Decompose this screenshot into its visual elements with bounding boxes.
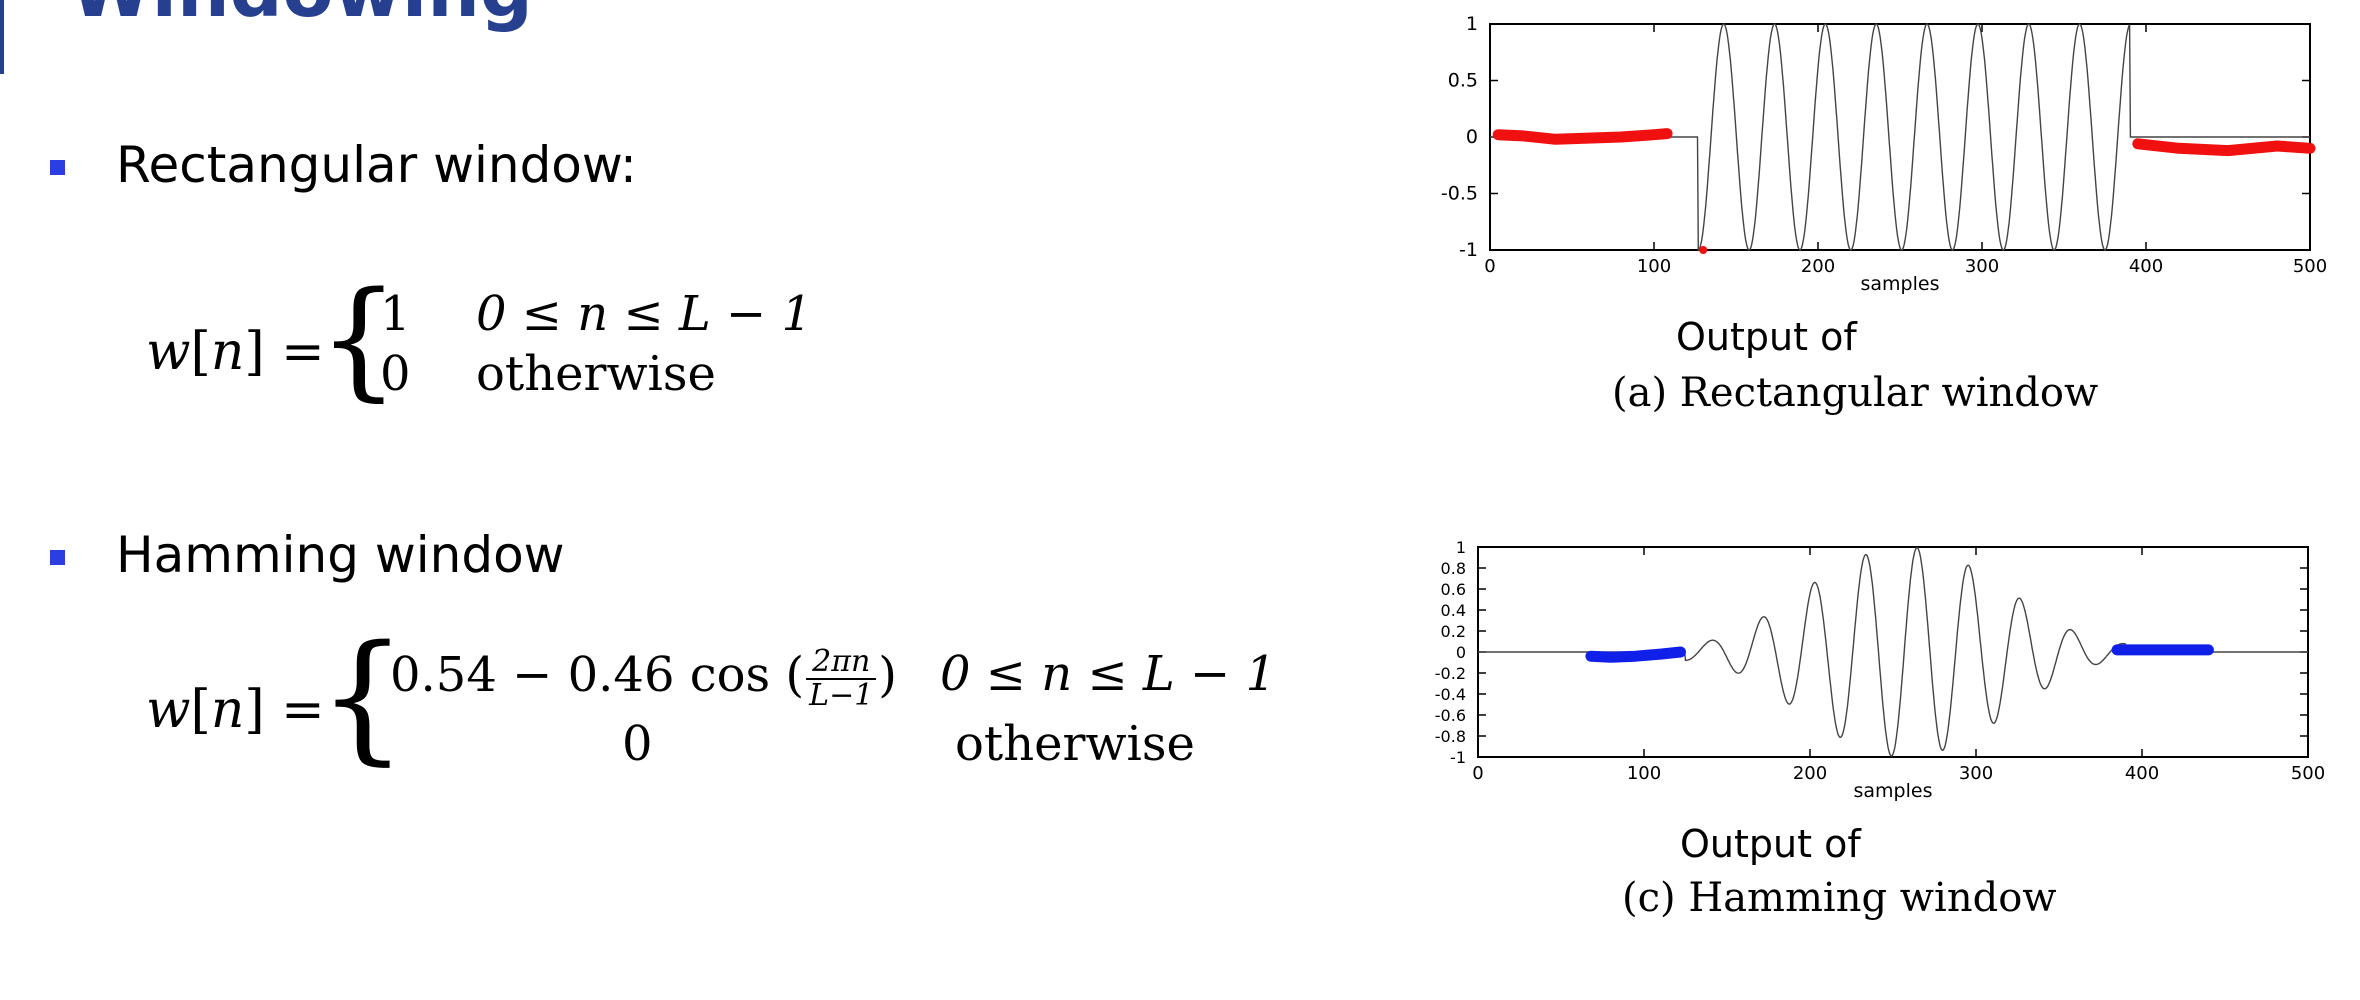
y-tick-label: 0.6	[1441, 580, 1466, 599]
x-tick-label: 100	[1637, 256, 1671, 277]
y-tick-label: 0	[1456, 643, 1466, 662]
x-tick-label: 100	[1627, 763, 1661, 784]
y-tick-label: 0.5	[1448, 70, 1478, 92]
bullet-rectangular-label: Rectangular window:	[116, 136, 637, 194]
x-tick-label: 300	[1959, 763, 1993, 784]
y-tick-label: 0.8	[1441, 559, 1466, 578]
y-tick-label: -0.4	[1435, 685, 1466, 704]
y-tick-label: 0.4	[1441, 601, 1466, 620]
hamming-row2-condition: otherwise	[955, 716, 1195, 772]
bullet-marker	[50, 160, 65, 175]
hamming-row1-condition: 0 ≤ n ≤ L − 1	[940, 646, 1277, 702]
x-tick-label: 0	[1484, 256, 1495, 277]
title-accent-bar	[0, 0, 4, 74]
y-tick-label: -0.5	[1441, 183, 1478, 205]
x-tick-label: 0	[1472, 763, 1483, 784]
rectangular-window-output-plot: 0 100 200 300 400 500 1 0.5 0 -0.5 -1 samples	[1441, 13, 2327, 295]
hamming-row2-value: 0	[622, 716, 653, 772]
y-tick-label: -0.2	[1435, 664, 1466, 683]
annotation-mark	[1699, 246, 1708, 254]
fraction: 2πn L−1	[806, 646, 877, 711]
x-axis-label: samples	[1854, 780, 1933, 802]
x-axis-label: samples	[1861, 273, 1940, 295]
hamming-caption-line2: (c) Hamming window	[1622, 875, 2057, 921]
x-tick-label: 200	[1801, 256, 1835, 277]
hamming-row1-value: 0.54 − 0.46 cos (2πn L−1)	[390, 644, 898, 713]
x-tick-label: 500	[2291, 763, 2325, 784]
rect-row1-value: 1	[380, 286, 411, 342]
x-tick-label: 300	[1965, 256, 1999, 277]
rect-caption-line1: Output of	[1676, 315, 1857, 359]
equation-brace: {	[318, 616, 408, 779]
y-tick-label: 1	[1466, 13, 1478, 35]
x-tick-label: 400	[2125, 763, 2159, 784]
slide-title: Windowing	[70, 0, 533, 34]
bullet-marker	[50, 550, 65, 565]
hamming-window-output-plot: 0 100 200 300 400 500 1 0.8 0.6 0.4 0.2 0 -0.2 -0.4 -0…	[1435, 538, 2325, 802]
hamming-caption-line1: Output of	[1680, 822, 1861, 866]
annotation-stroke	[2132, 138, 2316, 157]
annotation-stroke	[1585, 646, 1686, 663]
y-tick-label: 1	[1456, 538, 1466, 557]
rect-row1-condition: 0 ≤ n ≤ L − 1	[476, 286, 813, 342]
rect-row2-value: 0	[380, 346, 411, 402]
equation-lhs: w[n] =	[146, 680, 325, 740]
rect-row2-condition: otherwise	[476, 346, 716, 402]
bullet-hamming-label: Hamming window	[116, 526, 565, 584]
y-tick-label: -1	[1450, 748, 1466, 767]
x-tick-label: 400	[2129, 256, 2163, 277]
y-tick-label: 0.2	[1441, 622, 1466, 641]
equation-brace: {	[318, 265, 400, 414]
rect-caption-line2: (a) Rectangular window	[1612, 370, 2099, 416]
equation-lhs: w[n] =	[146, 322, 325, 382]
y-tick-label: -0.8	[1435, 727, 1466, 746]
y-tick-label: 0	[1466, 126, 1478, 148]
y-tick-label: -1	[1459, 239, 1478, 261]
annotation-stroke	[1492, 128, 1673, 145]
x-tick-label: 200	[1793, 763, 1827, 784]
x-tick-label: 500	[2293, 256, 2327, 277]
y-tick-label: -0.6	[1435, 706, 1466, 725]
